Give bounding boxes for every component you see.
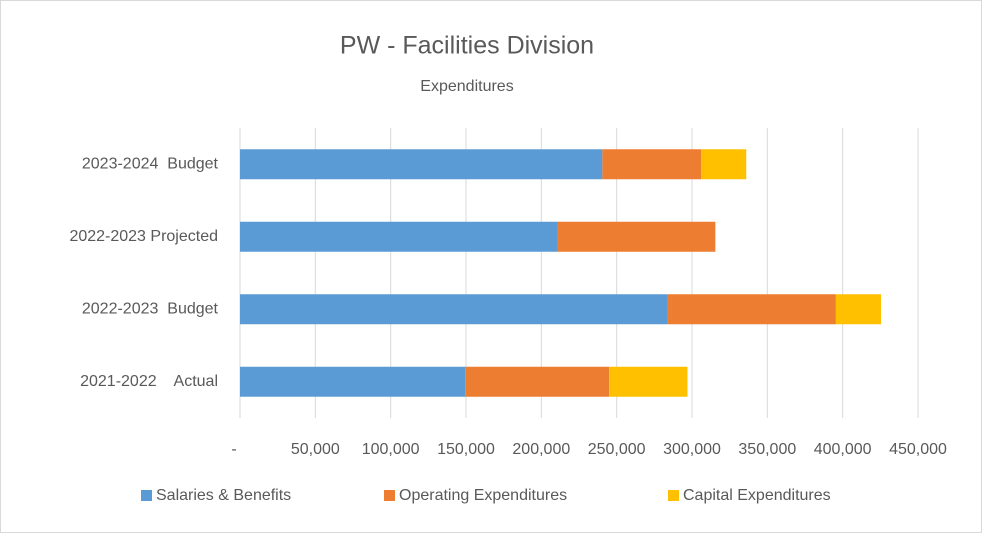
bar-segment: [240, 366, 466, 397]
x-tick-label: 200,000: [512, 441, 570, 458]
x-tick-label: 350,000: [738, 441, 796, 458]
x-tick-label: 450,000: [889, 441, 947, 458]
bar-segment: [240, 294, 668, 325]
x-tick-label: 300,000: [663, 441, 721, 458]
x-tick-label: 250,000: [588, 441, 646, 458]
bar-segment: [240, 221, 558, 252]
x-tick-label: -: [231, 441, 236, 458]
bar-segment: [835, 294, 882, 325]
bar-segment: [557, 221, 716, 252]
bar-segment: [465, 366, 610, 397]
y-tick-label: 2022-2023 Projected: [69, 228, 218, 245]
x-tick-label: 150,000: [437, 441, 495, 458]
bar-segment: [602, 149, 702, 180]
bar-segment: [609, 366, 688, 397]
legend-swatch: [384, 490, 395, 501]
legend-swatch: [668, 490, 679, 501]
x-tick-label: 100,000: [362, 441, 420, 458]
chart-subtitle: Expenditures: [420, 78, 513, 95]
bar-segment: [701, 149, 747, 180]
legend-label: Operating Expenditures: [399, 487, 567, 504]
x-tick-label: 50,000: [291, 441, 340, 458]
bar-segment: [240, 149, 603, 180]
chart-title: PW - Facilities Division: [340, 32, 594, 60]
bar-segment: [667, 294, 836, 325]
y-tick-label: 2021-2022 Actual: [80, 373, 218, 390]
x-tick-label: 400,000: [814, 441, 872, 458]
legend-label: Capital Expenditures: [683, 487, 831, 504]
y-tick-label: 2022-2023 Budget: [82, 300, 219, 317]
legend-swatch: [141, 490, 152, 501]
legend-label: Salaries & Benefits: [156, 487, 291, 504]
y-tick-label: 2023-2024 Budget: [82, 155, 219, 172]
